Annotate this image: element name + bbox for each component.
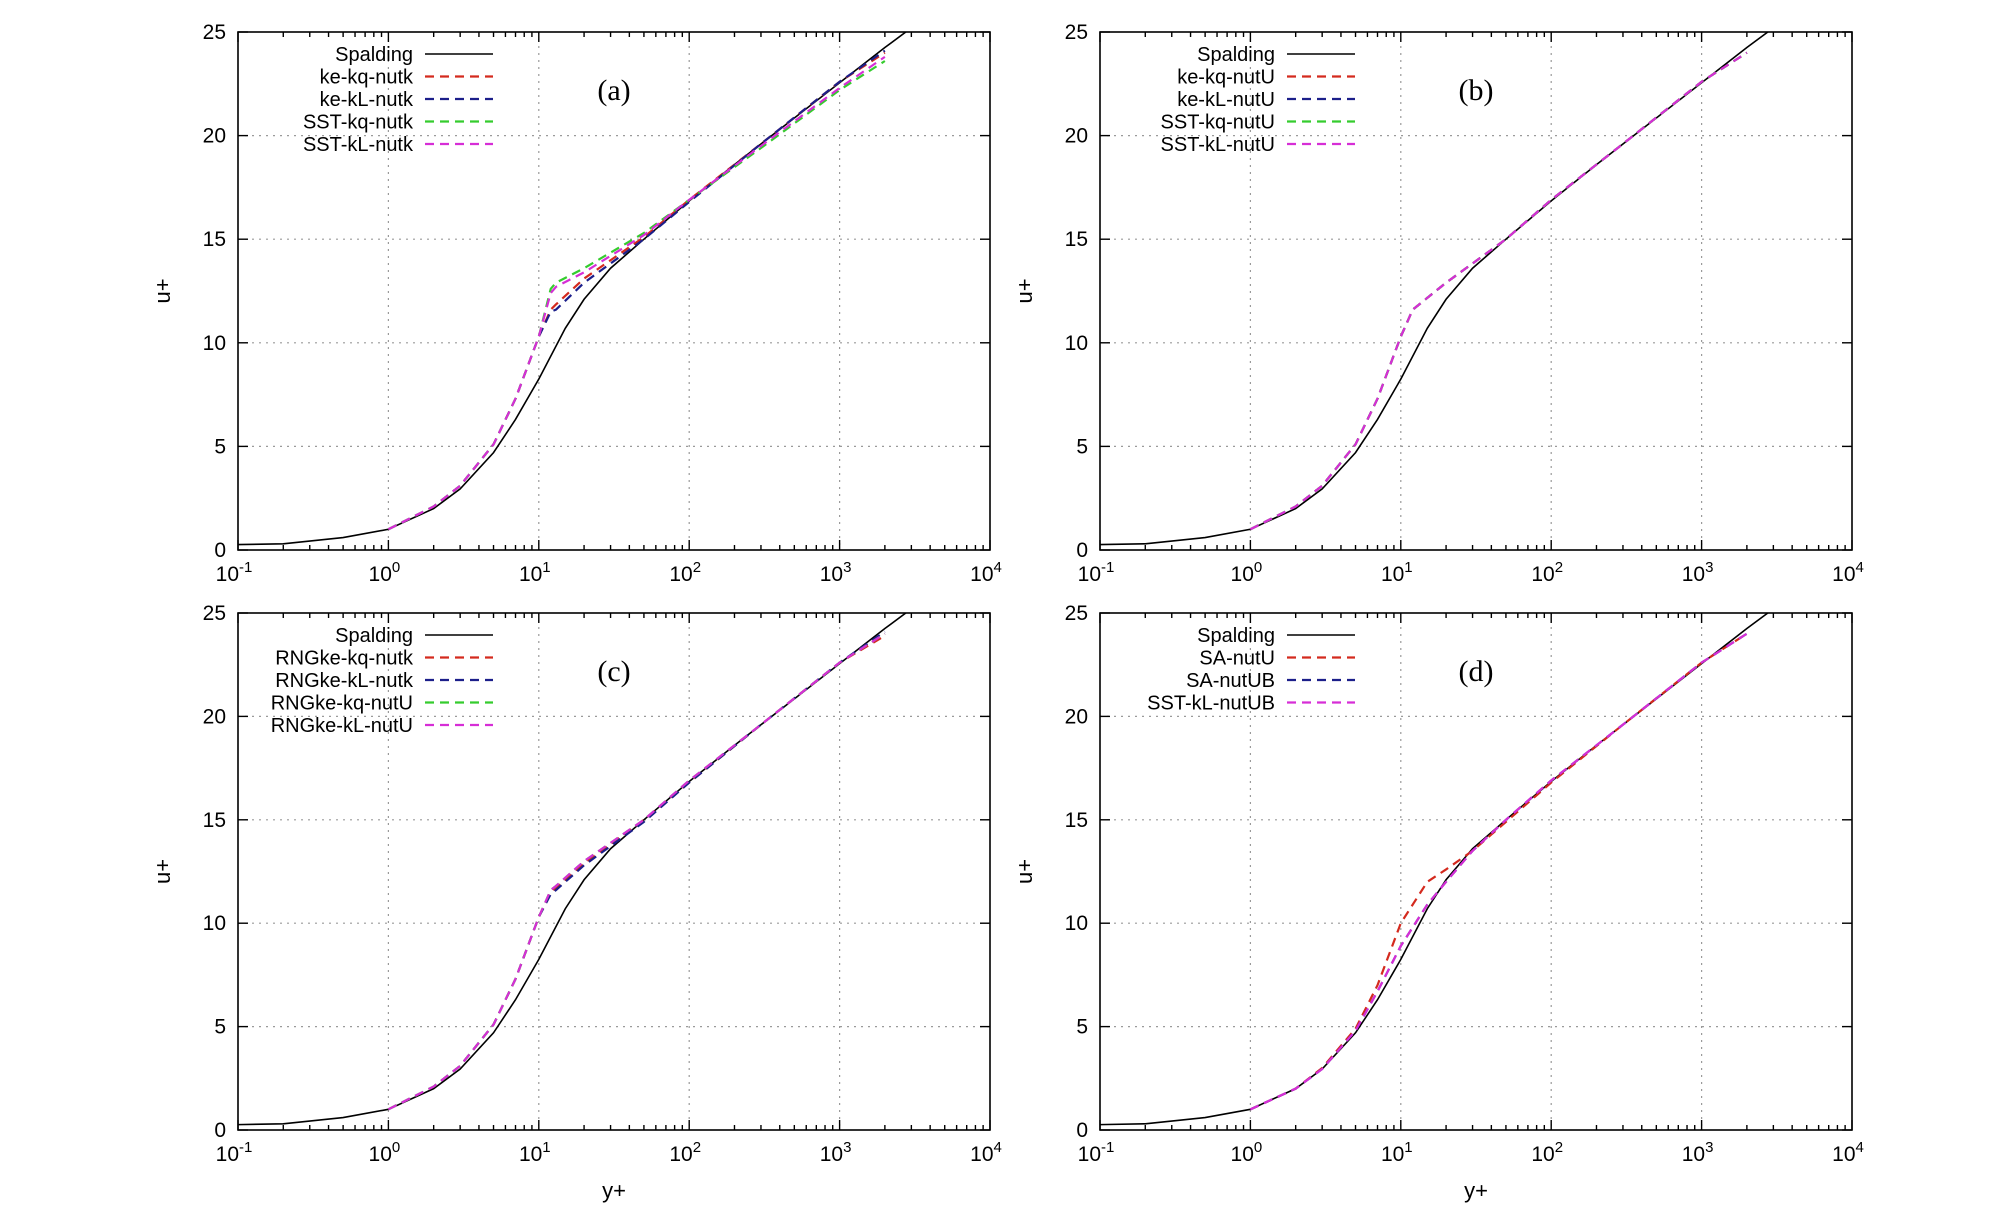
series-line-sst-kl-nutub [1249, 632, 1748, 1111]
x-tick-label: 101 [1381, 1139, 1413, 1166]
plot-frame [237, 612, 991, 1131]
legend-label: Spalding [335, 625, 413, 647]
y-tick-label: 25 [1065, 602, 1088, 625]
series-line-rngke-kl-nutu [387, 632, 886, 1111]
series-line-sa-nutub [1249, 632, 1748, 1111]
y-axis-label: u+ [150, 278, 175, 303]
y-tick-label: 15 [1065, 809, 1088, 832]
y-tick-label: 25 [203, 602, 226, 625]
x-tick-label: 10-1 [1078, 559, 1115, 586]
series-line-sst-kq-nutu [1249, 51, 1748, 531]
y-axis-label: u+ [150, 859, 175, 884]
plot-frame [1099, 31, 1853, 551]
chart-panel-a: 10-1 100 101 102 103 1040510152025Spaldingke-… [150, 21, 1002, 586]
legend-label: RNGke-kq-nutU [271, 693, 413, 715]
y-tick-label: 10 [203, 332, 226, 355]
legend-label: SA-nutU [1199, 648, 1275, 670]
y-tick-label: 0 [1076, 539, 1088, 562]
legend-label: ke-kL-nutU [1177, 89, 1275, 111]
x-tick-label: 100 [369, 559, 401, 586]
x-tick-label: 100 [1231, 559, 1263, 586]
panel-label: (d) [1459, 655, 1494, 688]
legend-label: RNGke-kq-nutk [275, 648, 414, 670]
y-tick-label: 0 [214, 539, 226, 562]
series-line-sa-nutu [1249, 632, 1748, 1111]
y-tick-label: 0 [1076, 1119, 1088, 1142]
x-tick-label: 102 [1531, 559, 1563, 586]
x-tick-label: 100 [369, 1139, 401, 1166]
y-tick-label: 0 [214, 1119, 226, 1142]
chart-panel-c: 10-1 100 101 102 103 1040510152025SpaldingRNG… [150, 602, 1002, 1203]
x-tick-label: 104 [1832, 559, 1864, 586]
x-tick-label: 102 [669, 559, 701, 586]
legend-label: Spalding [1197, 625, 1275, 647]
x-tick-label: 10-1 [216, 1139, 253, 1166]
y-tick-label: 15 [203, 809, 226, 832]
series-line-ke-kq-nutk [387, 51, 886, 531]
series-line-rngke-kq-nutu [387, 632, 886, 1111]
plot-frame [237, 31, 991, 551]
legend-label: RNGke-kL-nutU [271, 715, 413, 737]
y-tick-label: 5 [1076, 1016, 1088, 1039]
x-tick-label: 10-1 [1078, 1139, 1115, 1166]
y-tick-label: 5 [214, 1016, 226, 1039]
x-tick-label: 101 [1381, 559, 1413, 586]
legend-label: SST-kL-nutUB [1147, 693, 1275, 715]
series-line-ke-kq-nutu [1249, 51, 1748, 531]
legend-label: RNGke-kL-nutk [275, 670, 414, 692]
y-tick-label: 20 [1065, 125, 1088, 148]
y-tick-label: 20 [203, 125, 226, 148]
x-tick-label: 102 [1531, 1139, 1563, 1166]
series-line-sst-kl-nutk [387, 55, 886, 531]
legend-label: SA-nutUB [1186, 670, 1275, 692]
y-tick-label: 25 [1065, 21, 1088, 44]
legend-label: SST-kq-nutk [303, 112, 414, 134]
y-axis-label: u+ [1012, 278, 1037, 303]
legend-label: ke-kL-nutk [320, 89, 414, 111]
y-tick-label: 15 [1065, 228, 1088, 251]
x-tick-label: 104 [1832, 1139, 1864, 1166]
series-line-rngke-kq-nutk [387, 634, 886, 1111]
x-axis-label: y+ [602, 1178, 626, 1203]
series-line-ke-kl-nutu [1249, 51, 1748, 531]
x-tick-label: 101 [519, 559, 551, 586]
x-tick-label: 104 [970, 559, 1002, 586]
chart-panel-b: 10-1 100 101 102 103 1040510152025Spaldingke-… [1012, 21, 1864, 586]
series-line-sst-kl-nutu [1249, 51, 1748, 531]
y-tick-label: 10 [1065, 332, 1088, 355]
x-tick-label: 10-1 [216, 559, 253, 586]
y-tick-label: 10 [203, 912, 226, 935]
panel-label: (c) [597, 655, 630, 688]
legend-label: SST-kL-nutU [1161, 134, 1275, 156]
panel-label: (a) [597, 74, 630, 107]
chart-panel-d: 10-1 100 101 102 103 1040510152025SpaldingSA-… [1012, 602, 1864, 1203]
x-axis-label: y+ [1464, 1178, 1488, 1203]
x-tick-label: 103 [820, 559, 852, 586]
y-axis-label: u+ [1012, 859, 1037, 884]
panel-label: (b) [1459, 74, 1494, 107]
x-tick-label: 102 [669, 1139, 701, 1166]
x-tick-label: 101 [519, 1139, 551, 1166]
y-tick-label: 20 [1065, 705, 1088, 728]
legend-label: Spalding [1197, 44, 1275, 66]
series-line-sst-kq-nutk [387, 60, 886, 531]
x-tick-label: 100 [1231, 1139, 1263, 1166]
legend-label: ke-kq-nutU [1177, 67, 1275, 89]
y-tick-label: 15 [203, 228, 226, 251]
legend-label: Spalding [335, 44, 413, 66]
y-tick-label: 25 [203, 21, 226, 44]
x-tick-label: 104 [970, 1139, 1002, 1166]
legend-label: ke-kq-nutk [320, 67, 414, 89]
y-tick-label: 10 [1065, 912, 1088, 935]
legend-label: SST-kL-nutk [303, 134, 414, 156]
y-tick-label: 20 [203, 705, 226, 728]
x-tick-label: 103 [1682, 1139, 1714, 1166]
x-tick-label: 103 [820, 1139, 852, 1166]
legend-label: SST-kq-nutU [1161, 112, 1275, 134]
y-tick-label: 5 [1076, 435, 1088, 458]
plot-frame [1099, 612, 1853, 1131]
x-tick-label: 103 [1682, 559, 1714, 586]
y-tick-label: 5 [214, 435, 226, 458]
